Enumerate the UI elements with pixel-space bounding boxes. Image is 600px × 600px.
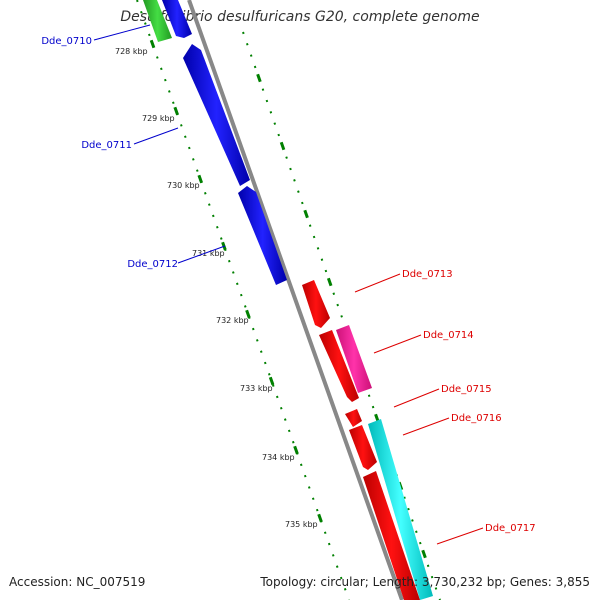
- genome-summary-text: Topology: circular; Length: 3,730,232 bp…: [260, 575, 590, 589]
- leader-dde-0710: [93, 24, 151, 41]
- gene-dde-0714[interactable]: [336, 325, 372, 393]
- gene-dde-0717[interactable]: [363, 471, 420, 600]
- tick-mark: [268, 376, 275, 386]
- tick-mark: [149, 39, 156, 49]
- gene-dde-0711[interactable]: [183, 44, 250, 186]
- kbp-label: 730 kbp: [167, 181, 200, 190]
- gene-dde-0713b[interactable]: [319, 330, 359, 402]
- gene-label-dde-0710[interactable]: Dde_0710: [41, 36, 92, 47]
- tick-mark: [326, 277, 333, 287]
- gene-dde-0710[interactable]: [162, 0, 192, 38]
- gene-dde-0712[interactable]: [238, 186, 287, 285]
- outer-tick-ring: [242, 31, 441, 600]
- leader-dde-0715: [393, 388, 440, 408]
- kbp-ticks: [149, 39, 323, 523]
- tick-mark: [173, 106, 179, 116]
- forward-strand-genes: [143, 0, 287, 285]
- tick-mark: [245, 309, 251, 319]
- gene-labels: Dde_0710 Dde_0711 Dde_0712 Dde_0713 Dde_…: [41, 36, 535, 534]
- leader-dde-0711: [133, 127, 179, 145]
- gene-dde-0713[interactable]: [302, 280, 330, 328]
- leader-dde-0716: [402, 417, 450, 436]
- gene-label-dde-0711[interactable]: Dde_0711: [81, 140, 132, 151]
- tick-mark: [303, 209, 309, 219]
- tick-mark: [197, 174, 203, 184]
- gene-label-dde-0712[interactable]: Dde_0712: [127, 259, 178, 270]
- gene-dde-0715[interactable]: [345, 409, 362, 427]
- accession-text: Accession: NC_007519: [9, 575, 146, 589]
- kbp-label: 733 kbp: [240, 384, 273, 393]
- label-leaders: [93, 24, 484, 545]
- gene-label-dde-0716[interactable]: Dde_0716: [451, 413, 502, 424]
- leader-dde-0712: [177, 245, 226, 264]
- kbp-label: 731 kbp: [192, 249, 225, 258]
- leader-dde-0713: [354, 273, 401, 293]
- map-title: Desulfovibrio desulfuricans G20, complet…: [120, 9, 480, 25]
- leader-dde-0717: [436, 527, 484, 545]
- gene-green[interactable]: [143, 0, 172, 42]
- tick-mark: [317, 513, 323, 523]
- kbp-label: 732 kbp: [216, 316, 249, 325]
- kbp-label: 735 kbp: [285, 520, 318, 529]
- reverse-strand-genes: [302, 280, 433, 600]
- kbp-label: 728 kbp: [115, 47, 148, 56]
- gene-label-dde-0714[interactable]: Dde_0714: [423, 330, 474, 341]
- gene-label-dde-0717[interactable]: Dde_0717: [485, 523, 536, 534]
- gene-label-dde-0715[interactable]: Dde_0715: [441, 384, 492, 395]
- kbp-label: 734 kbp: [262, 453, 295, 462]
- tick-mark: [293, 445, 299, 455]
- tick-mark: [279, 141, 286, 151]
- kbp-labels: 728 kbp 729 kbp 730 kbp 731 kbp 732 kbp …: [115, 47, 318, 529]
- gene-dde-0716[interactable]: [349, 425, 377, 470]
- leader-dde-0714: [373, 334, 422, 354]
- gene-dde-0716-cyan[interactable]: [368, 419, 433, 600]
- kbp-label: 729 kbp: [142, 114, 175, 123]
- backbone-line: [187, 0, 404, 600]
- tick-mark: [421, 549, 427, 559]
- tick-mark: [256, 73, 262, 83]
- gene-label-dde-0713[interactable]: Dde_0713: [402, 269, 453, 280]
